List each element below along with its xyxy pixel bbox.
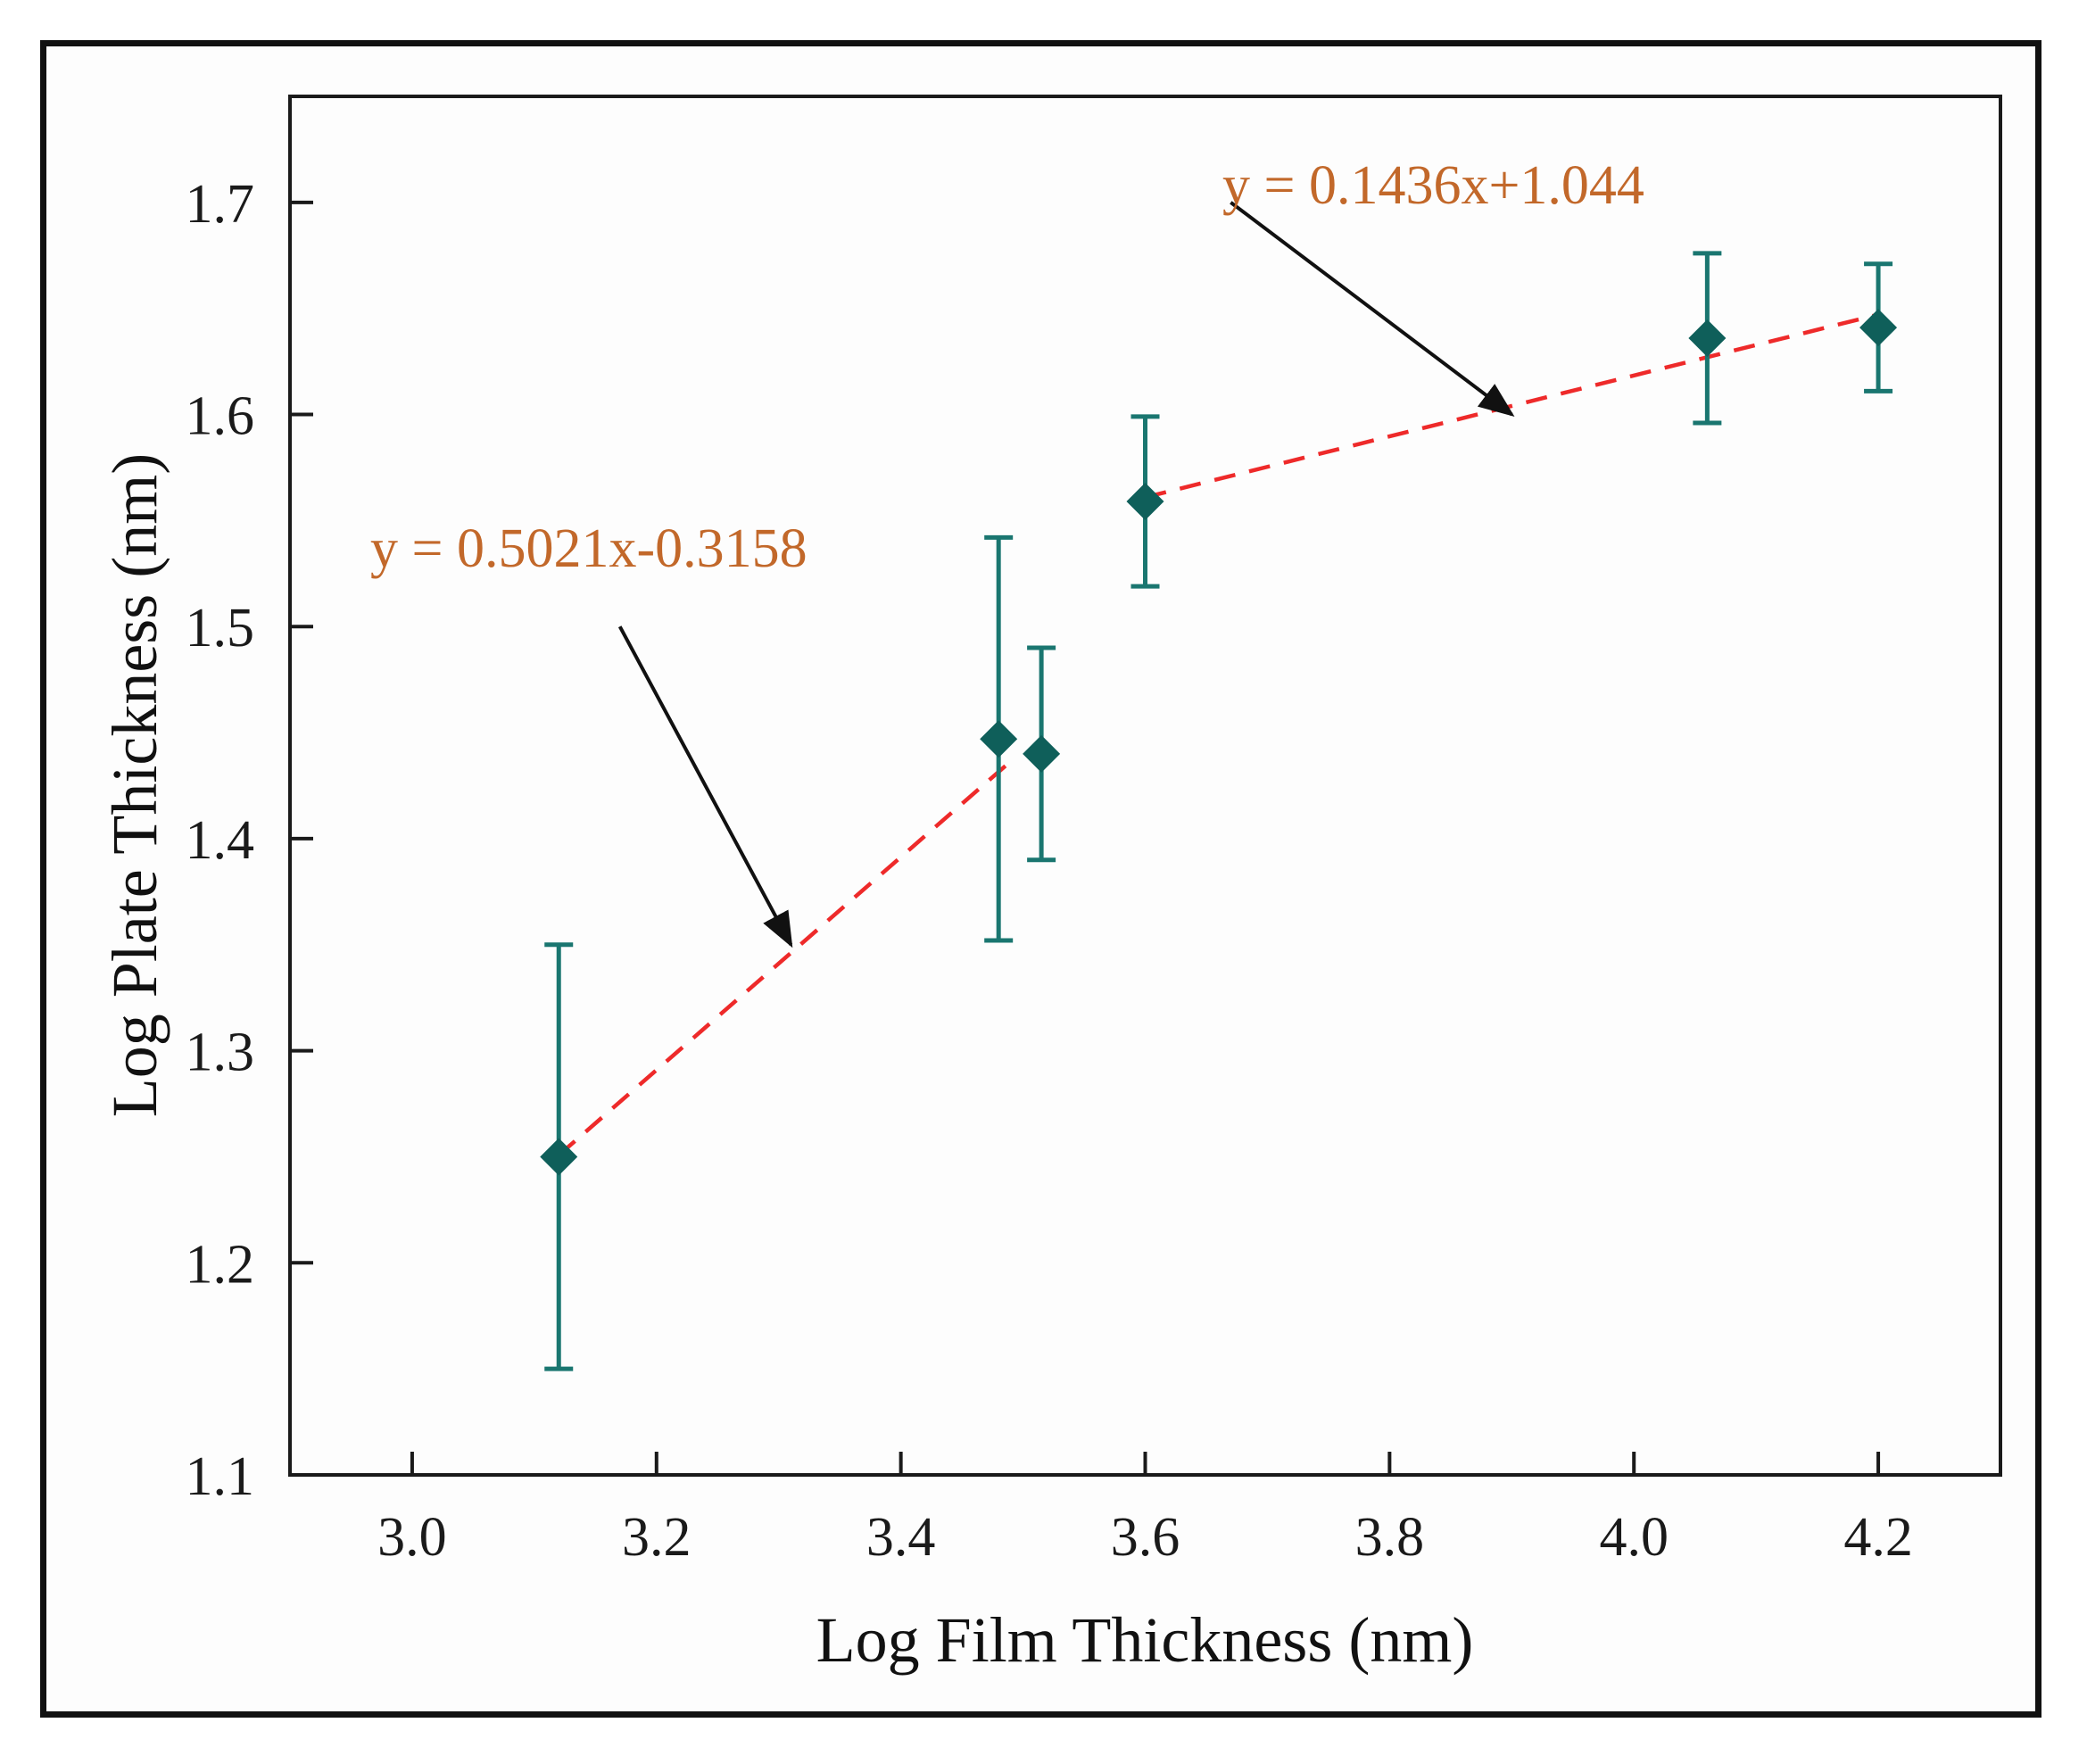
data-points [540, 309, 1898, 1176]
fit-equation-label-1: y = 0.5021x-0.3158 [370, 518, 807, 579]
data-point [1023, 734, 1061, 773]
x-tick-label: 3.4 [866, 1507, 936, 1568]
fit-lines [557, 312, 1879, 1157]
fit-low-line [557, 759, 1013, 1157]
y-tick-label: 1.1 [186, 1446, 255, 1507]
x-tick-label: 3.8 [1355, 1507, 1425, 1568]
data-point [1126, 482, 1164, 520]
error-bars [544, 251, 1893, 1371]
x-tick-label: 3.6 [1111, 1507, 1180, 1568]
fit-high-line [1144, 312, 1879, 500]
y-axis: 1.1 1.2 1.3 1.4 1.5 1.6 1.7 [186, 174, 313, 1507]
y-tick-label: 1.7 [186, 174, 255, 235]
x-axis-title: Log Film Thickness (nm) [816, 1604, 1474, 1676]
data-point [540, 1138, 578, 1176]
x-tick-label: 4.2 [1843, 1507, 1913, 1568]
x-axis: 3.0 3.2 3.4 3.6 3.8 4.0 4.2 [377, 1452, 1913, 1568]
annotation-labels: y = 0.5021x-0.3158 y = 0.1436x+1.044 [370, 155, 1644, 579]
x-tick-label: 3.0 [377, 1507, 447, 1568]
y-tick-label: 1.3 [186, 1023, 255, 1083]
y-tick-label: 1.4 [186, 810, 255, 871]
annotation-arrow-2 [1230, 201, 1515, 417]
annotation-arrows [617, 201, 1515, 948]
y-axis-title: Log Plate Thickness (nm) [99, 453, 170, 1118]
data-point [1688, 319, 1727, 357]
plot-area [288, 95, 2002, 1477]
x-tick-label: 3.2 [622, 1507, 692, 1568]
y-tick-label: 1.6 [186, 386, 255, 447]
data-point [980, 720, 1018, 758]
x-tick-label: 4.0 [1599, 1507, 1669, 1568]
fit-equation-label-2: y = 0.1436x+1.044 [1222, 155, 1644, 216]
y-tick-label: 1.2 [186, 1234, 255, 1295]
data-point [1859, 309, 1898, 347]
annotation-arrow-1 [617, 625, 793, 948]
y-tick-label: 1.5 [186, 598, 255, 658]
